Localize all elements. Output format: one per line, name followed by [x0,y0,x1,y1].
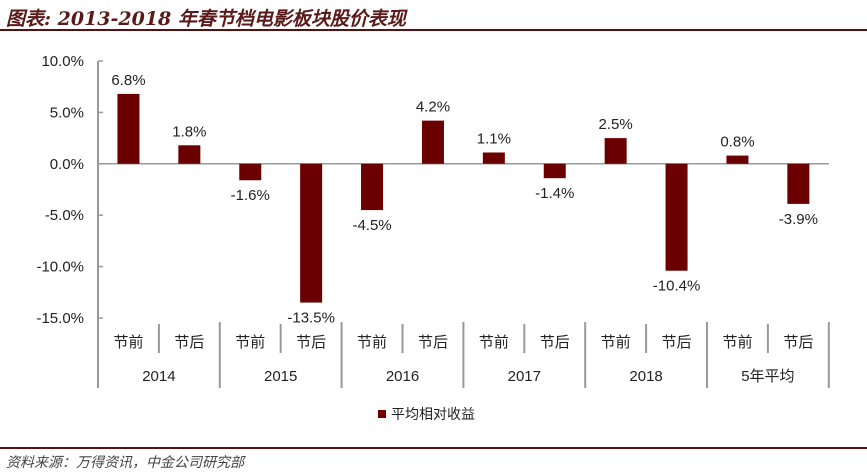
bar [665,163,688,271]
data-label: 2.5% [599,116,633,133]
bar [604,138,627,164]
subcategory-label: 节后 [296,334,326,351]
source-note: 资料来源：万得资讯，中金公司研究部 [6,455,244,471]
group-label: 2014 [142,368,175,385]
bar [482,152,505,164]
group-label: 2015 [264,368,297,385]
group-label: 5年平均 [741,368,794,385]
y-tick-label: 0.0% [50,156,84,173]
y-tick-label: -15.0% [36,310,84,327]
data-label: -4.5% [352,217,391,234]
subcategory-label: 节前 [722,334,752,351]
data-label: 0.8% [720,134,754,151]
data-label: -13.5% [287,310,335,327]
subcategory-label: 节前 [235,334,265,351]
subcategory-label: 节后 [418,334,448,351]
subcategory-label: 节后 [540,334,570,351]
data-label: -1.6% [231,187,270,204]
group-label: 2016 [386,368,419,385]
data-label: -1.4% [535,185,574,202]
bar [239,163,262,181]
title-rule [0,29,867,31]
bar [117,93,140,164]
legend-swatch [378,410,386,418]
group-label: 2017 [508,368,541,385]
subcategory-label: 节后 [783,334,813,351]
bar [726,155,749,164]
y-tick-label: 5.0% [50,104,84,121]
bar [300,163,323,303]
legend-label: 平均相对收益 [391,406,475,422]
subcategory-label: 节前 [601,334,631,351]
data-label: -3.9% [779,211,818,228]
chart-title: 图表: 2013-2018 年春节档电影板块股价表现 [6,8,406,30]
bar [178,145,201,164]
bar [543,163,566,179]
y-tick-label: -5.0% [45,207,84,224]
data-label: -10.4% [653,278,701,295]
subcategory-label: 节后 [174,334,204,351]
group-label: 2018 [629,368,662,385]
subcategory-label: 节前 [113,334,143,351]
subcategory-label: 节后 [662,334,692,351]
y-tick-label: -10.0% [36,259,84,276]
bar [787,163,810,204]
data-label: 1.8% [172,123,206,140]
data-label: 1.1% [477,130,511,147]
y-tick-label: 10.0% [41,53,84,70]
subcategory-label: 节前 [357,334,387,351]
data-label: 6.8% [111,72,145,89]
bar [361,163,384,211]
bar [421,120,444,164]
data-label: 4.2% [416,99,450,116]
footer-rule [0,447,867,449]
subcategory-label: 节前 [479,334,509,351]
